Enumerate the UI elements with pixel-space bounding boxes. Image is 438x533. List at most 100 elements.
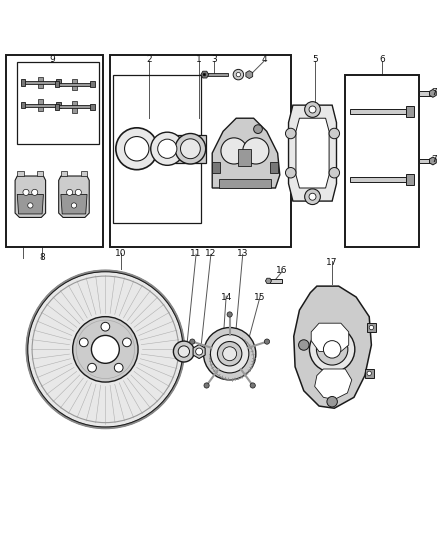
Text: 16: 16 (276, 266, 288, 276)
Circle shape (79, 338, 88, 346)
Circle shape (254, 125, 262, 133)
Polygon shape (314, 369, 352, 400)
Polygon shape (296, 118, 329, 188)
Circle shape (101, 322, 110, 331)
Circle shape (204, 328, 256, 380)
Circle shape (367, 371, 371, 376)
Text: 12: 12 (205, 249, 216, 258)
Polygon shape (265, 278, 272, 284)
Polygon shape (201, 71, 209, 78)
Bar (270, 279, 283, 282)
Circle shape (227, 312, 232, 317)
Circle shape (88, 364, 96, 372)
Circle shape (124, 136, 149, 161)
Circle shape (211, 335, 249, 373)
Text: 1: 1 (196, 55, 202, 64)
Bar (113, 75, 201, 223)
Text: 4: 4 (262, 55, 267, 64)
Bar (419, 91, 431, 95)
Polygon shape (59, 176, 89, 217)
Text: 10: 10 (115, 249, 127, 258)
Polygon shape (61, 195, 87, 214)
Circle shape (75, 189, 81, 196)
Bar (419, 159, 431, 163)
Circle shape (196, 348, 203, 355)
Text: 5: 5 (312, 55, 318, 64)
Circle shape (286, 128, 296, 139)
Bar (90, 104, 95, 110)
Circle shape (73, 317, 138, 382)
Bar (25, 81, 57, 84)
Circle shape (217, 342, 242, 366)
Text: 7: 7 (431, 87, 437, 96)
Polygon shape (294, 286, 371, 408)
Circle shape (151, 132, 184, 165)
Circle shape (178, 346, 190, 357)
Bar (207, 73, 228, 76)
Polygon shape (246, 71, 253, 78)
Polygon shape (430, 90, 436, 98)
Polygon shape (193, 344, 205, 359)
Bar (72, 101, 78, 112)
Bar (365, 369, 374, 378)
Circle shape (369, 325, 374, 330)
Bar (61, 171, 67, 176)
Circle shape (309, 193, 316, 200)
Circle shape (173, 341, 194, 362)
Bar (59, 83, 91, 86)
Circle shape (67, 189, 73, 196)
Circle shape (158, 139, 177, 158)
Circle shape (265, 339, 270, 344)
Circle shape (116, 128, 158, 169)
Circle shape (180, 139, 200, 159)
Circle shape (329, 167, 339, 178)
Circle shape (299, 340, 309, 350)
Bar (57, 79, 60, 85)
Polygon shape (17, 195, 43, 214)
Circle shape (310, 327, 355, 372)
Polygon shape (311, 323, 349, 352)
Bar (270, 162, 278, 173)
Bar (350, 109, 406, 114)
Circle shape (92, 335, 119, 364)
Bar (350, 176, 406, 182)
Text: 3: 3 (212, 55, 217, 64)
Circle shape (305, 189, 320, 205)
Bar (38, 77, 43, 88)
Bar (175, 134, 206, 163)
Text: 6: 6 (379, 55, 385, 64)
Circle shape (203, 74, 206, 76)
Bar (57, 102, 60, 108)
Text: 13: 13 (237, 249, 248, 258)
Text: 7: 7 (431, 155, 437, 164)
Bar (406, 174, 414, 184)
Circle shape (236, 72, 240, 77)
Bar (72, 78, 78, 90)
Bar (55, 81, 60, 87)
Circle shape (28, 203, 33, 208)
Bar (406, 107, 414, 117)
Polygon shape (212, 118, 280, 188)
Circle shape (27, 271, 184, 428)
Text: 17: 17 (326, 257, 338, 266)
Circle shape (323, 341, 341, 358)
Bar (21, 79, 25, 85)
Circle shape (71, 203, 77, 208)
Polygon shape (430, 157, 436, 165)
Circle shape (327, 397, 337, 407)
Text: 15: 15 (254, 293, 266, 302)
Circle shape (114, 364, 123, 372)
Circle shape (221, 138, 247, 164)
Bar (238, 149, 251, 166)
Bar (55, 104, 60, 110)
Bar (212, 162, 220, 173)
Bar (37, 171, 43, 176)
Polygon shape (15, 176, 46, 217)
Bar (81, 171, 87, 176)
Circle shape (23, 189, 29, 196)
Bar (90, 81, 95, 87)
Text: 11: 11 (191, 249, 202, 258)
Text: 8: 8 (39, 253, 45, 262)
Bar (219, 179, 271, 188)
Circle shape (243, 138, 269, 164)
